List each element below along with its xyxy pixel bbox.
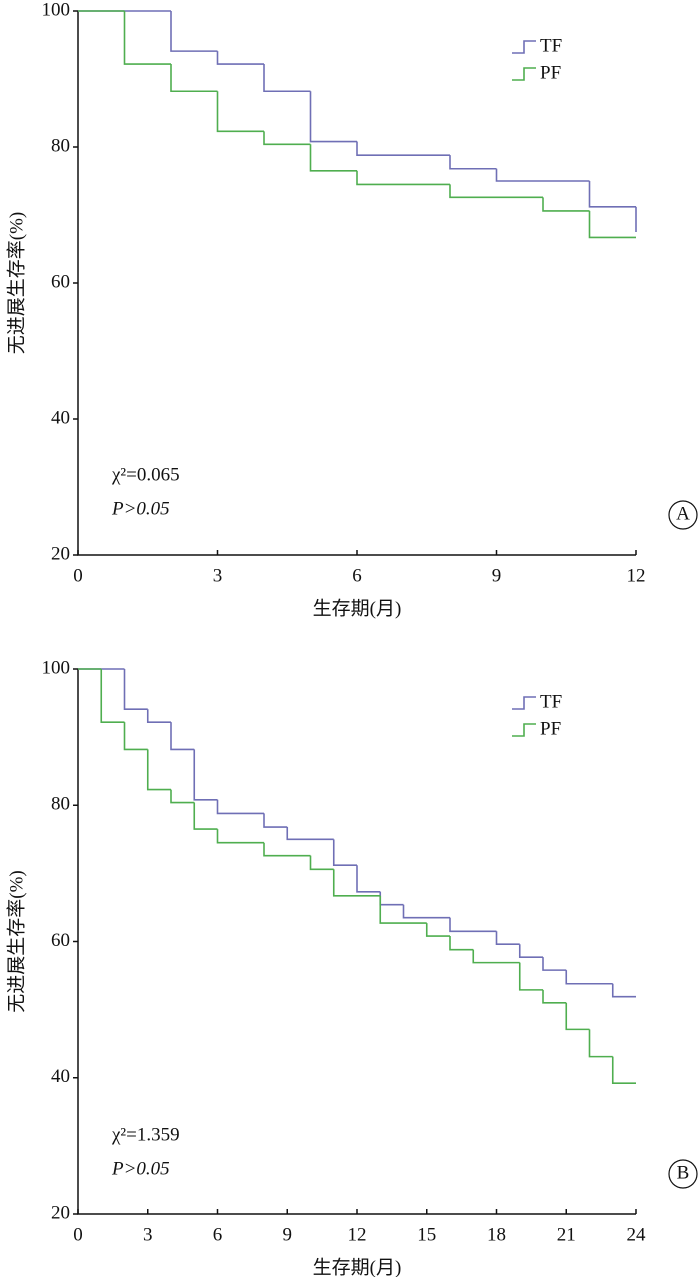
step-segment (611, 983, 636, 998)
step-segment (518, 944, 543, 958)
step-segment (356, 141, 450, 156)
step-segment (146, 749, 171, 791)
y-axis-label: 无进展生存率(%) (5, 212, 27, 354)
annotation: P>0.05 (111, 498, 170, 519)
step-segment (495, 931, 520, 946)
y-tick-label: 40 (51, 1066, 70, 1087)
x-tick-label: 0 (73, 1224, 83, 1245)
step-segment (216, 829, 264, 844)
panel-label: B (677, 1162, 690, 1183)
x-tick-label: 12 (627, 565, 646, 586)
step-segment (309, 91, 357, 143)
step-segment (309, 855, 334, 871)
step-segment (123, 669, 148, 710)
legend-label: PF (540, 718, 561, 739)
x-tick-label: 3 (213, 565, 223, 586)
x-tick-label: 24 (627, 1224, 647, 1245)
step-segment (332, 839, 357, 866)
step-segment (565, 1002, 590, 1031)
x-tick-label: 3 (143, 1224, 153, 1245)
step-segment (263, 131, 311, 146)
step-segment (588, 181, 636, 208)
step-segment (123, 11, 171, 65)
step-segment (170, 789, 195, 804)
panel-label: A (676, 503, 690, 524)
legend-label: TF (540, 35, 562, 56)
step-segment (216, 91, 264, 133)
x-tick-label: 0 (73, 565, 83, 586)
y-tick-label: 80 (51, 794, 70, 815)
y-axis-label: 无进展生存率(%) (5, 870, 27, 1012)
step-segment (170, 722, 195, 751)
step-segment (100, 669, 125, 723)
step-segment (542, 989, 567, 1004)
panel-badge (668, 500, 698, 530)
x-tick-label: 15 (417, 1224, 436, 1245)
step-segment (402, 904, 450, 919)
x-axis-label: 生存期(月) (313, 597, 402, 619)
legend-label: TF (540, 691, 562, 712)
step-segment (193, 749, 218, 801)
x-tick-label: 9 (283, 1224, 293, 1245)
y-tick-label: 20 (51, 1202, 70, 1223)
step-segment (449, 184, 543, 199)
step-segment (263, 64, 311, 93)
annotation: P>0.05 (111, 1158, 170, 1179)
step-segment (216, 51, 264, 65)
x-tick-label: 9 (492, 565, 502, 586)
step-segment (379, 895, 427, 924)
step-segment (542, 197, 590, 212)
step-segment (379, 891, 404, 906)
y-tick-label: 40 (51, 407, 70, 428)
step-segment (449, 936, 474, 951)
step-segment (309, 144, 357, 172)
y-tick-label: 100 (42, 0, 71, 20)
y-tick-label: 80 (51, 135, 70, 156)
legend-swatch (512, 723, 536, 737)
step-segment (216, 799, 264, 815)
y-tick-label: 100 (42, 657, 71, 678)
step-segment (495, 168, 590, 182)
step-segment (146, 709, 171, 723)
step-segment (332, 869, 381, 897)
step-segment (170, 11, 218, 52)
x-tick-label: 6 (213, 1224, 223, 1245)
step-segment (170, 64, 218, 93)
x-tick-label: 21 (557, 1224, 576, 1245)
step-segment (565, 970, 613, 985)
y-tick-label: 20 (51, 543, 70, 564)
step-segment (193, 802, 218, 830)
step-segment (356, 170, 450, 186)
step-segment (611, 1056, 636, 1084)
step-segment (425, 923, 450, 937)
legend-label: PF (540, 62, 561, 83)
annotation: χ²=0.065 (111, 464, 180, 485)
step-segment (123, 722, 148, 751)
step-segment (356, 865, 381, 893)
x-tick-label: 12 (348, 1224, 367, 1245)
step-segment (449, 155, 497, 170)
y-tick-label: 60 (51, 271, 70, 292)
x-axis-label: 生存期(月) (313, 1256, 402, 1277)
x-tick-label: 6 (352, 565, 362, 586)
step-segment (472, 949, 520, 964)
step-segment (588, 210, 636, 239)
step-segment (449, 917, 497, 933)
annotation: χ²=1.359 (111, 1124, 180, 1145)
legend-swatch (512, 40, 536, 54)
step-segment (286, 827, 334, 841)
legend-swatch (512, 67, 536, 81)
step-segment (263, 842, 311, 857)
step-segment (588, 1029, 613, 1058)
step-segment (263, 813, 288, 828)
legend-swatch (512, 696, 536, 710)
panel-badge (668, 1159, 698, 1189)
step-segment (542, 957, 567, 971)
y-tick-label: 60 (51, 930, 70, 951)
x-tick-label: 18 (487, 1224, 506, 1245)
step-segment (518, 962, 543, 991)
